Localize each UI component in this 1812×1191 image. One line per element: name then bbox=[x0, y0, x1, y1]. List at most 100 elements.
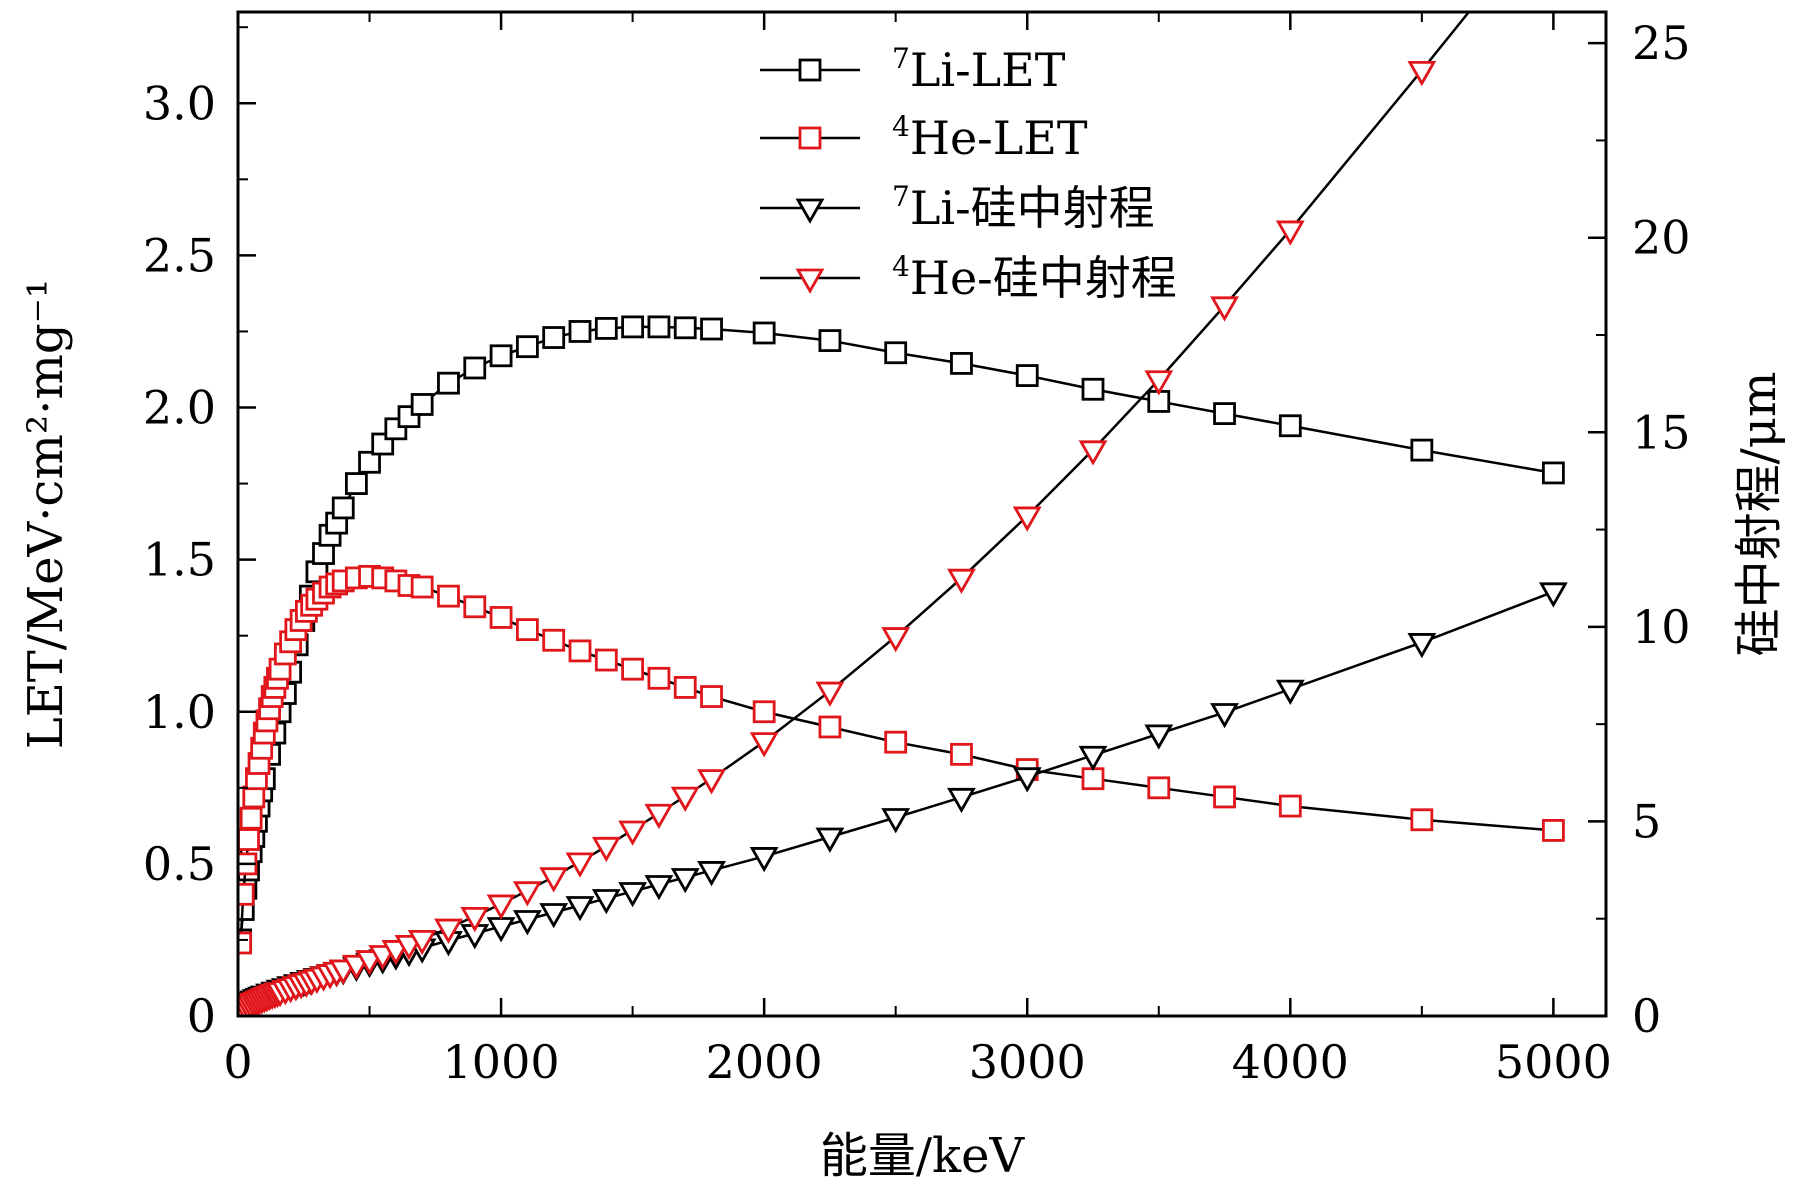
y-left-tick-label: 1.5 bbox=[143, 533, 216, 587]
data-point-triangle bbox=[1012, 767, 1042, 793]
plot-marks bbox=[238, 12, 1568, 1016]
legend-name: He-LET bbox=[910, 111, 1088, 165]
data-point-triangle bbox=[407, 929, 437, 956]
legend-marker-triangle bbox=[795, 268, 825, 294]
y-right-tick-label: 25 bbox=[1632, 16, 1691, 70]
legend-superscript: 7 bbox=[892, 180, 910, 213]
data-point-triangle bbox=[881, 808, 911, 834]
legend-name: Li-LET bbox=[910, 43, 1066, 97]
legend-marker-square bbox=[798, 58, 822, 82]
data-point-square bbox=[238, 882, 255, 906]
data-point-square bbox=[463, 356, 487, 380]
data-point-square bbox=[437, 584, 460, 608]
data-point-square bbox=[884, 341, 908, 365]
data-point-triangle bbox=[512, 910, 542, 936]
data-point-square bbox=[568, 320, 592, 343]
series-1 bbox=[238, 564, 1565, 955]
data-point-square bbox=[489, 344, 513, 368]
x-tick-label: 2000 bbox=[706, 1035, 823, 1089]
data-point-triangle bbox=[1407, 633, 1437, 659]
data-point-triangle bbox=[1144, 724, 1174, 750]
x-tick-label: 0 bbox=[223, 1035, 252, 1089]
data-point-triangle bbox=[670, 868, 700, 894]
data-point-triangle bbox=[539, 867, 569, 893]
y-left-axis-title: LET/MeV·cm²·mg⁻¹ bbox=[18, 279, 74, 749]
y-left-tick-label: 2.5 bbox=[143, 228, 216, 282]
y-right-axis-title: 硅中射程/μm bbox=[1731, 372, 1787, 657]
data-point-square bbox=[238, 931, 253, 955]
data-point-triangle bbox=[1210, 296, 1239, 322]
y-right-tick-label: 20 bbox=[1632, 211, 1691, 265]
legend-label: 4He-LET bbox=[892, 110, 1088, 165]
y-right-tick-label: 0 bbox=[1632, 989, 1661, 1043]
data-point-square bbox=[884, 730, 908, 754]
legend-label: 4He-硅中射程 bbox=[892, 250, 1177, 305]
data-point-square bbox=[1541, 461, 1565, 485]
y-left-tick-label: 0.5 bbox=[143, 837, 216, 891]
data-point-square bbox=[1278, 414, 1302, 438]
data-point-triangle bbox=[947, 787, 976, 814]
legend-name: He-硅中射程 bbox=[910, 251, 1177, 305]
data-point-square bbox=[463, 595, 487, 619]
tick-labels: 0 1000 2000 3000 4000 5000 0 0.5 1.0 1.5 2.0 2.5 3.0… bbox=[143, 16, 1691, 1089]
data-point-triangle bbox=[565, 852, 595, 878]
data-point-triangle bbox=[1275, 220, 1305, 246]
data-point-triangle bbox=[539, 903, 569, 929]
data-point-triangle bbox=[697, 769, 726, 795]
data-point-square bbox=[1278, 794, 1302, 818]
data-point-square bbox=[673, 316, 697, 340]
data-point-square bbox=[647, 315, 671, 339]
data-point-square bbox=[594, 317, 618, 340]
data-point-triangle bbox=[1144, 370, 1174, 396]
data-point-square bbox=[1213, 785, 1236, 809]
x-tick-label: 5000 bbox=[1495, 1035, 1612, 1089]
data-point-square bbox=[1213, 402, 1236, 426]
data-point-square bbox=[1410, 808, 1434, 832]
legend-item: 4He-LET bbox=[760, 110, 1088, 165]
data-point-square bbox=[437, 371, 460, 395]
data-point-triangle bbox=[591, 836, 621, 863]
data-point-triangle bbox=[1538, 582, 1568, 608]
legend-item: 4He-硅中射程 bbox=[760, 250, 1177, 305]
data-point-square bbox=[515, 335, 539, 359]
axis-ticks bbox=[236, 12, 1606, 1018]
legend-marker-triangle bbox=[795, 198, 825, 224]
data-point-square bbox=[542, 326, 566, 349]
data-point-triangle bbox=[434, 918, 463, 944]
data-point-triangle bbox=[1275, 679, 1305, 705]
data-point-square bbox=[700, 317, 723, 341]
data-point-triangle bbox=[670, 786, 700, 812]
data-point-triangle bbox=[591, 889, 621, 915]
data-point-triangle bbox=[618, 882, 648, 908]
data-point-square bbox=[239, 806, 263, 830]
data-point-square bbox=[1541, 819, 1565, 842]
data-point-triangle bbox=[644, 875, 674, 901]
data-point-square bbox=[1147, 776, 1171, 800]
data-point-square bbox=[594, 648, 618, 672]
data-point-square bbox=[515, 618, 539, 642]
data-point-square bbox=[752, 321, 776, 345]
y-right-tick-label: 10 bbox=[1632, 600, 1691, 654]
data-point-triangle bbox=[947, 568, 976, 595]
legend-superscript: 4 bbox=[892, 250, 910, 283]
data-point-square bbox=[1410, 438, 1434, 462]
data-point-triangle bbox=[486, 894, 516, 920]
legend-item: 7Li-LET bbox=[760, 42, 1066, 97]
data-point-square bbox=[568, 639, 592, 663]
data-point-triangle bbox=[1078, 745, 1108, 772]
data-point-triangle bbox=[749, 732, 779, 758]
legend-marker-square bbox=[798, 126, 822, 150]
data-point-square bbox=[1081, 377, 1105, 401]
data-point-square bbox=[700, 685, 723, 708]
data-point-triangle bbox=[565, 896, 595, 922]
legend-name: Li-硅中射程 bbox=[910, 181, 1155, 235]
data-point-square bbox=[410, 575, 434, 599]
data-point-square bbox=[1081, 767, 1105, 791]
data-point-square bbox=[542, 628, 566, 652]
data-point-square bbox=[331, 496, 355, 520]
data-point-triangle bbox=[697, 861, 726, 887]
data-point-square bbox=[752, 700, 776, 724]
data-point-triangle bbox=[1012, 506, 1042, 532]
